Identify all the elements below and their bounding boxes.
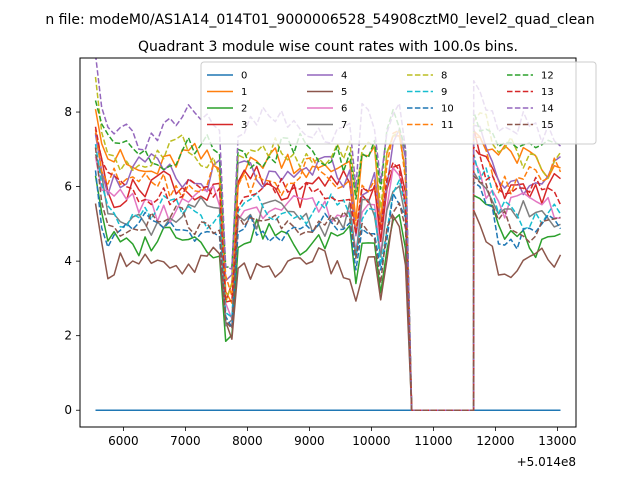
series-line-10 [94, 170, 562, 411]
x-tick-label: 7000 [170, 434, 201, 448]
x-offset-label: +5.014e8 [517, 455, 576, 469]
legend-label-8: 8 [441, 71, 447, 82]
legend-label-5: 5 [341, 87, 347, 98]
y-tick-label: 0 [64, 403, 72, 417]
x-tick-label: 12000 [476, 434, 514, 448]
y-tick-label: 2 [64, 329, 72, 343]
x-axis: 6000 7000 8000 9000 10000 11000 12000 13000 [108, 427, 576, 448]
figure-suptitle: n file: modeM0/AS1A14_014T01_9000006528_… [45, 12, 594, 28]
legend-label-4: 4 [341, 71, 347, 82]
series-line-1 [94, 108, 561, 411]
plot-frame [79, 57, 577, 428]
legend-label-9: 9 [441, 87, 447, 98]
y-tick-label: 6 [64, 180, 72, 194]
x-tick-label: 11000 [414, 434, 452, 448]
series-line-6 [94, 156, 561, 411]
legend-box [200, 61, 597, 145]
x-tick-label: 6000 [108, 434, 139, 448]
legend-label-13: 13 [541, 87, 554, 98]
series-line-5 [94, 203, 562, 411]
y-tick-label: 8 [64, 105, 72, 119]
legend-label-11: 11 [441, 120, 454, 131]
y-axis: 0 2 4 6 8 [64, 105, 80, 417]
legend-label-3: 3 [241, 120, 247, 131]
series-line-15 [94, 147, 561, 411]
legend-label-14: 14 [541, 104, 554, 115]
series-line-13 [94, 126, 562, 411]
legend-label-2: 2 [241, 104, 247, 115]
x-tick-label: 10000 [352, 434, 390, 448]
series-line-12 [94, 100, 561, 411]
legend-label-1: 1 [241, 87, 247, 98]
legend-label-0: 0 [241, 71, 247, 82]
series-line-3 [94, 127, 561, 411]
legend-label-7: 7 [341, 120, 347, 131]
legend-label-6: 6 [341, 104, 347, 115]
x-tick-label: 13000 [538, 434, 576, 448]
chart-title: Quadrant 3 module wise count rates with … [138, 39, 518, 55]
legend-label-10: 10 [441, 104, 454, 115]
legend-label-12: 12 [541, 71, 554, 82]
x-tick-label: 9000 [294, 434, 325, 448]
legend-label-15: 15 [541, 120, 554, 131]
x-tick-label: 8000 [232, 434, 263, 448]
y-tick-label: 4 [64, 254, 72, 268]
series-line-11 [94, 129, 562, 411]
series-line-9 [94, 143, 562, 411]
